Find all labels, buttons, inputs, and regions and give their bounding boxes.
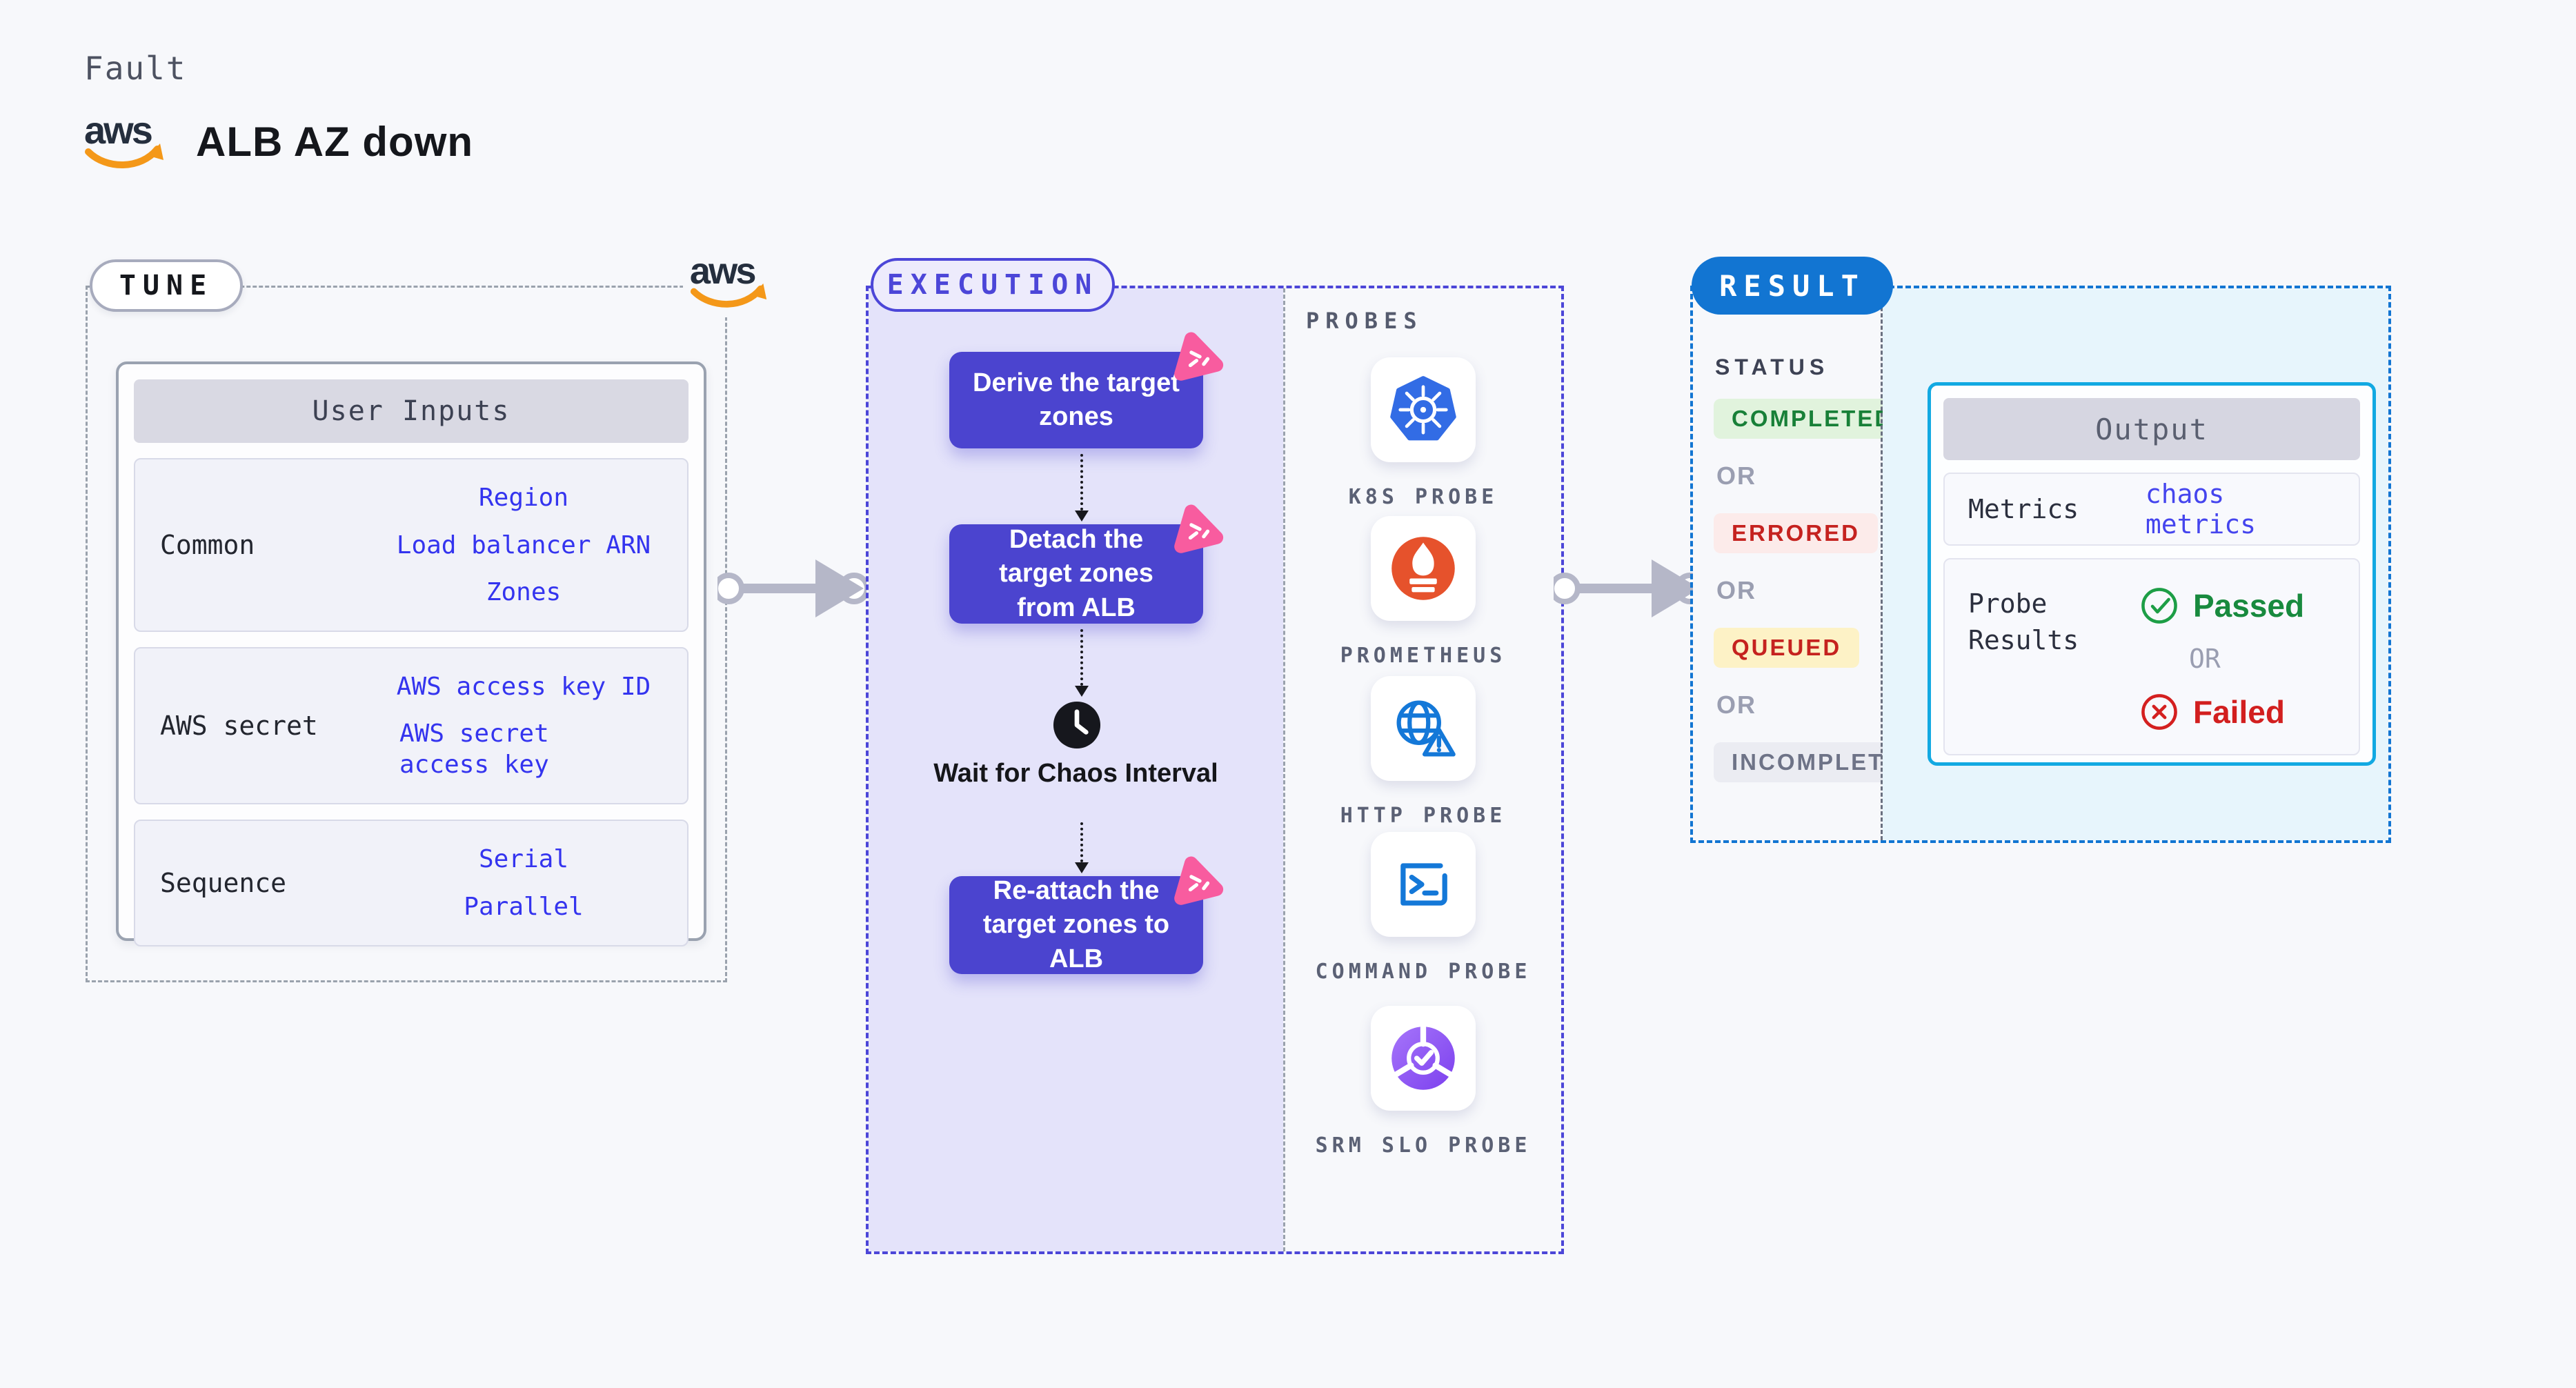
step-label: Detach the target zones from ALB xyxy=(999,524,1153,622)
probe-card xyxy=(1371,676,1476,781)
probe-card xyxy=(1371,832,1476,937)
input-value-access-key-id: AWS access key ID xyxy=(396,673,651,701)
probe-item-srm-slo: SRM SLO PROBE xyxy=(1285,1006,1561,1162)
probe-item-prometheus: PROMETHEUS PROBE xyxy=(1285,516,1561,704)
status-header: STATUS xyxy=(1715,355,1830,379)
tune-to-execution-arrow xyxy=(717,559,866,617)
step-reattach-target-zones: Re-attach the target zones to ALB xyxy=(949,856,1224,974)
user-inputs-header: User Inputs xyxy=(134,379,688,443)
step-detach-target-zones: Detach the target zones from ALB xyxy=(949,504,1224,624)
metrics-value: chaos metrics xyxy=(2145,479,2256,539)
prometheus-icon xyxy=(1391,537,1455,600)
aws-logo-text: aws xyxy=(84,109,152,152)
flow-connector xyxy=(1075,822,1089,873)
probe-results-values: Passed OR Failed xyxy=(2139,586,2304,732)
kubernetes-icon xyxy=(1390,376,1456,441)
execution-to-result-arrow xyxy=(1554,559,1703,617)
probes-panel: PROBES K8S PROBE xyxy=(1283,288,1561,1251)
flow-connector xyxy=(1075,454,1089,522)
probe-item-http: HTTP PROBE xyxy=(1285,676,1561,833)
input-value-secret-access-key: AWS secret access key xyxy=(399,720,549,779)
result-status-column: STATUS COMPLETED OR ERRORED OR QUEUED OR… xyxy=(1693,288,1939,840)
aws-logo-icon: aws xyxy=(84,109,164,168)
status-badge-errored: ERRORED xyxy=(1714,513,1879,553)
probe-card xyxy=(1371,516,1476,621)
svg-text:aws: aws xyxy=(690,250,755,292)
or-separator: OR xyxy=(2189,644,2221,674)
probe-label: K8S PROBE xyxy=(1348,485,1498,509)
input-row-values: AWS access key ID AWS secret access key xyxy=(367,655,680,796)
output-probe-results-row: Probe Results Passed OR xyxy=(1943,558,2360,755)
input-row-values: Serial Parallel xyxy=(367,828,680,938)
chaos-litmus-icon xyxy=(1174,332,1224,381)
probe-results-label: Probe Results xyxy=(1968,588,2079,656)
probe-label: SRM SLO PROBE xyxy=(1315,1133,1532,1158)
aws-corner-logo: aws xyxy=(683,246,775,317)
probes-header: PROBES xyxy=(1306,308,1423,334)
check-circle-icon xyxy=(2141,588,2177,624)
flow-connector xyxy=(1075,629,1089,697)
input-value-region: Region xyxy=(478,484,569,513)
probe-label: HTTP PROBE xyxy=(1340,804,1507,828)
input-value-zones: Zones xyxy=(486,577,562,606)
chaos-litmus-icon xyxy=(1174,504,1224,553)
metrics-label: Metrics xyxy=(1968,494,2079,524)
execution-section: Derive the target zones Detach the targe… xyxy=(866,286,1564,1254)
passed-label: Passed xyxy=(2193,588,2305,624)
input-value-load-balancer-arn: Load balancer ARN xyxy=(396,531,651,559)
input-row-common: Common Region Load balancer ARN Zones xyxy=(134,458,688,632)
output-header: Output xyxy=(1943,398,2360,460)
fault-kind-label: Fault xyxy=(84,50,187,87)
probe-label: COMMAND PROBE xyxy=(1315,960,1532,984)
input-row-label: Common xyxy=(160,530,255,560)
srm-slo-icon xyxy=(1391,1024,1455,1090)
tune-section xyxy=(86,286,727,982)
probe-card xyxy=(1371,357,1476,462)
http-globe-warning-icon xyxy=(1396,700,1456,757)
probe-item-command: COMMAND PROBE xyxy=(1285,832,1561,989)
chaos-litmus-icon xyxy=(1174,856,1224,905)
status-badge-completed: COMPLETED xyxy=(1714,399,1912,439)
result-output-column: Output Metrics chaos metrics Probe Resul… xyxy=(1883,288,2388,840)
tune-section-badge: TUNE xyxy=(90,259,243,312)
result-section: STATUS COMPLETED OR ERRORED OR QUEUED OR… xyxy=(1690,286,2391,843)
input-row-values: Region Load balancer ARN Zones xyxy=(367,466,680,624)
or-separator: OR xyxy=(1716,576,1756,604)
probe-card xyxy=(1371,1006,1476,1111)
output-card: Output Metrics chaos metrics Probe Resul… xyxy=(1928,382,2376,766)
execution-section-badge: EXECUTION xyxy=(871,258,1115,312)
status-output-divider xyxy=(1881,288,1883,840)
x-circle-icon xyxy=(2141,694,2177,730)
user-inputs-card: User Inputs Common Region Load balancer … xyxy=(116,361,706,946)
or-separator: OR xyxy=(1716,691,1756,719)
step-label: Re-attach the target zones to ALB xyxy=(982,875,1170,973)
input-row-label: AWS secret xyxy=(160,711,318,741)
status-badge-queued: QUEUED xyxy=(1714,628,1860,668)
input-value-serial: Serial xyxy=(478,845,569,874)
output-metrics-row: Metrics chaos metrics xyxy=(1943,473,2360,546)
page-header: aws ALB AZ down xyxy=(83,109,473,174)
wait-for-chaos-interval-label: Wait for Chaos Interval xyxy=(933,759,1218,788)
input-row-aws-secret: AWS secret AWS access key ID AWS secret … xyxy=(134,647,688,804)
step-derive-target-zones: Derive the target zones xyxy=(949,332,1224,448)
execution-flow-area: Derive the target zones Detach the targe… xyxy=(869,288,1283,1251)
probe-result-passed: Passed xyxy=(2139,586,2304,626)
terminal-icon xyxy=(1400,863,1447,906)
or-separator: OR xyxy=(1716,462,1756,490)
result-section-badge: RESULT xyxy=(1692,257,1893,315)
failed-label: Failed xyxy=(2193,694,2285,730)
wait-clock-icon xyxy=(1051,700,1102,751)
probe-item-k8s: K8S PROBE xyxy=(1285,357,1561,514)
step-label: Derive the target zones xyxy=(973,368,1180,431)
aws-logo-icon: aws xyxy=(690,250,767,308)
input-row-sequence: Sequence Serial Parallel xyxy=(134,820,688,946)
input-row-label: Sequence xyxy=(160,868,287,898)
page-title: ALB AZ down xyxy=(196,118,474,165)
probe-result-failed: Failed xyxy=(2139,692,2304,732)
input-value-parallel: Parallel xyxy=(464,892,584,921)
